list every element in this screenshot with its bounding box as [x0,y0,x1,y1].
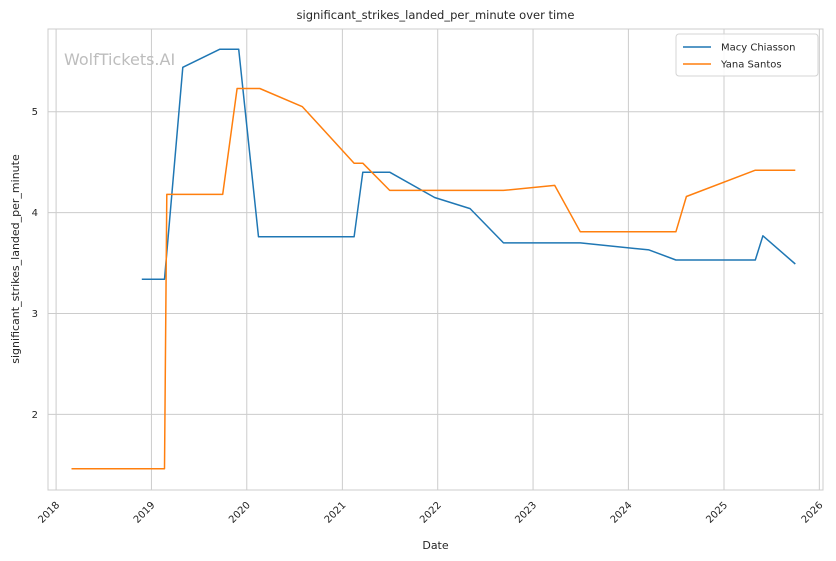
series-line-0 [141,48,796,280]
x-tick-label: 2026 [800,500,826,526]
x-tick-label: 2023 [513,500,539,526]
plot-frame [47,28,824,491]
legend-label-1: Yana Santos [720,60,782,71]
x-tick-label: 2024 [609,500,635,526]
y-tick-label: 2 [32,410,38,421]
series-lines [71,48,796,470]
x-tick-label: 2021 [323,500,349,526]
x-tick-label: 2020 [227,500,253,526]
y-tick-label: 5 [32,107,38,118]
y-axis-label: significant_strikes_landed_per_minute [9,154,22,364]
x-tick-label: 2025 [704,500,730,526]
y-tick-label: 3 [32,309,38,320]
x-tick-labels: 2018 2019 2020 2021 2022 2023 2024 2025 2026 [36,500,825,526]
x-tick-label: 2019 [132,500,158,526]
chart-title: significant_strikes_landed_per_minute ov… [297,8,575,22]
watermark: WolfTickets.AI [64,50,175,69]
y-tick-labels: 2 3 4 5 [32,107,38,421]
x-tick-label: 2022 [418,500,444,526]
y-tick-label: 4 [32,208,38,219]
legend: Macy Chiasson Yana Santos [675,33,819,77]
legend-box [675,33,819,77]
x-axis-label: Date [422,539,449,552]
grid [48,29,823,490]
legend-label-0: Macy Chiasson [721,43,795,54]
series-line-1 [71,87,796,470]
x-tick-label: 2018 [36,500,62,526]
